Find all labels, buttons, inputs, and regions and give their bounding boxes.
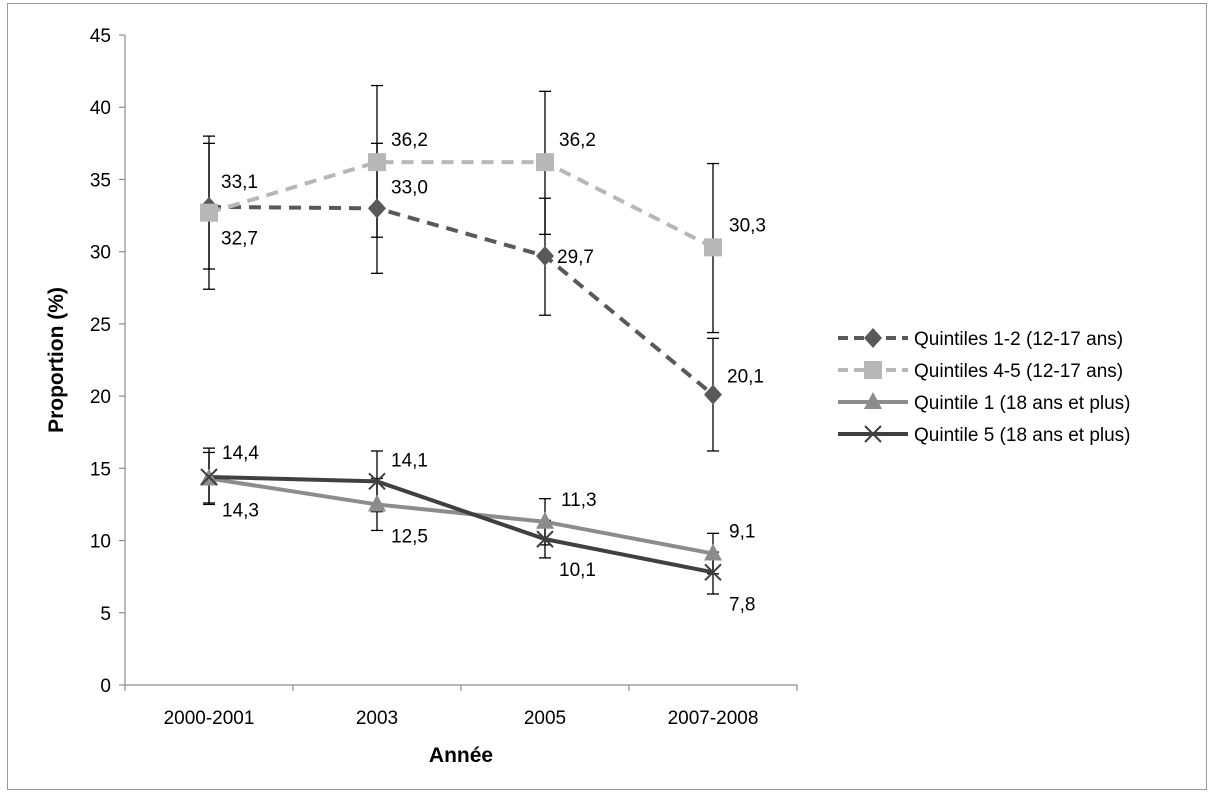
y-tick-label: 35 (90, 170, 111, 191)
data-label: 36,2 (391, 130, 428, 151)
legend-label: Quintile 5 (18 ans et plus) (914, 425, 1131, 446)
x-axis-title: Année (429, 744, 493, 767)
data-label: 14,4 (222, 443, 259, 464)
y-axis-title: Proportion (%) (45, 287, 68, 433)
axes: 0 5 10 15 20 25 30 35 40 45 2000-2001 2003 2005 2007-… (90, 26, 798, 729)
y-tick-label: 10 (90, 532, 111, 553)
data-label: 33,0 (391, 177, 428, 198)
legend-item: Quintiles 1-2 (12-17 ans) (838, 328, 1123, 350)
data-label: 11,3 (561, 490, 597, 511)
y-tick-label: 5 (100, 604, 111, 625)
data-point (536, 511, 554, 529)
data-label: 14,3 (222, 500, 259, 521)
data-point (368, 472, 386, 491)
legend-marker (864, 361, 882, 379)
x-tick-label: 2007-2008 (668, 708, 759, 729)
data-point (200, 468, 218, 486)
data-label: 33,1 (221, 172, 258, 193)
data-point (536, 246, 554, 266)
series-line (208, 160, 714, 250)
series-line (208, 204, 715, 397)
legend-marker (864, 425, 882, 443)
x-tick-label: 2003 (356, 708, 398, 729)
data-label: 32,7 (221, 229, 258, 250)
y-tick-label: 20 (90, 387, 111, 408)
series-lines (208, 160, 715, 575)
legend-label: Quintile 1 (18 ans et plus) (914, 393, 1131, 414)
data-point (536, 530, 554, 548)
data-point (704, 238, 722, 257)
data-point (200, 203, 218, 222)
data-point (536, 153, 554, 172)
data-label: 14,1 (391, 450, 428, 471)
x-tick-label: 2005 (524, 708, 566, 729)
data-label: 30,3 (729, 215, 766, 236)
data-label: 20,1 (727, 367, 764, 388)
y-tick-label: 15 (90, 459, 111, 480)
legend-item: Quintiles 4-5 (12-17 ans) (838, 361, 1123, 382)
legend-item: Quintile 1 (18 ans et plus) (838, 392, 1131, 414)
chart-frame (7, 3, 1207, 790)
y-tick-label: 40 (90, 98, 111, 119)
data-point (704, 384, 722, 405)
y-tick-label: 45 (90, 26, 111, 47)
legend-item: Quintile 5 (18 ans et plus) (838, 425, 1131, 446)
data-label: 12,5 (391, 526, 428, 547)
y-tick-label: 25 (90, 315, 111, 336)
legend: Quintiles 1-2 (12-17 ans) Quintiles 4-5 (… (838, 328, 1131, 446)
series-line (208, 475, 714, 575)
data-labels: 33,1 33,0 29,7 20,1 32,7 36,2 36,2 30,3 14,3 12,5… (221, 130, 766, 615)
data-point (368, 198, 386, 219)
legend-marker (864, 392, 882, 409)
data-point (704, 543, 722, 561)
legend-label: Quintiles 4-5 (12-17 ans) (914, 361, 1123, 382)
data-point (704, 563, 722, 582)
legend-label: Quintiles 1-2 (12-17 ans) (914, 329, 1123, 350)
data-label: 10,1 (559, 560, 596, 581)
data-label: 9,1 (729, 522, 755, 543)
y-tick-label: 30 (90, 243, 111, 264)
data-label: 36,2 (559, 130, 596, 151)
series-line (208, 476, 714, 556)
x-tick-label: 2000-2001 (164, 708, 255, 729)
data-point (368, 494, 386, 512)
series-markers (200, 153, 722, 582)
data-label: 29,7 (557, 247, 594, 268)
data-point (368, 153, 386, 172)
data-label: 7,8 (729, 594, 755, 615)
y-tick-label: 0 (100, 676, 111, 697)
legend-marker (864, 328, 882, 348)
error-bars (203, 84, 719, 595)
